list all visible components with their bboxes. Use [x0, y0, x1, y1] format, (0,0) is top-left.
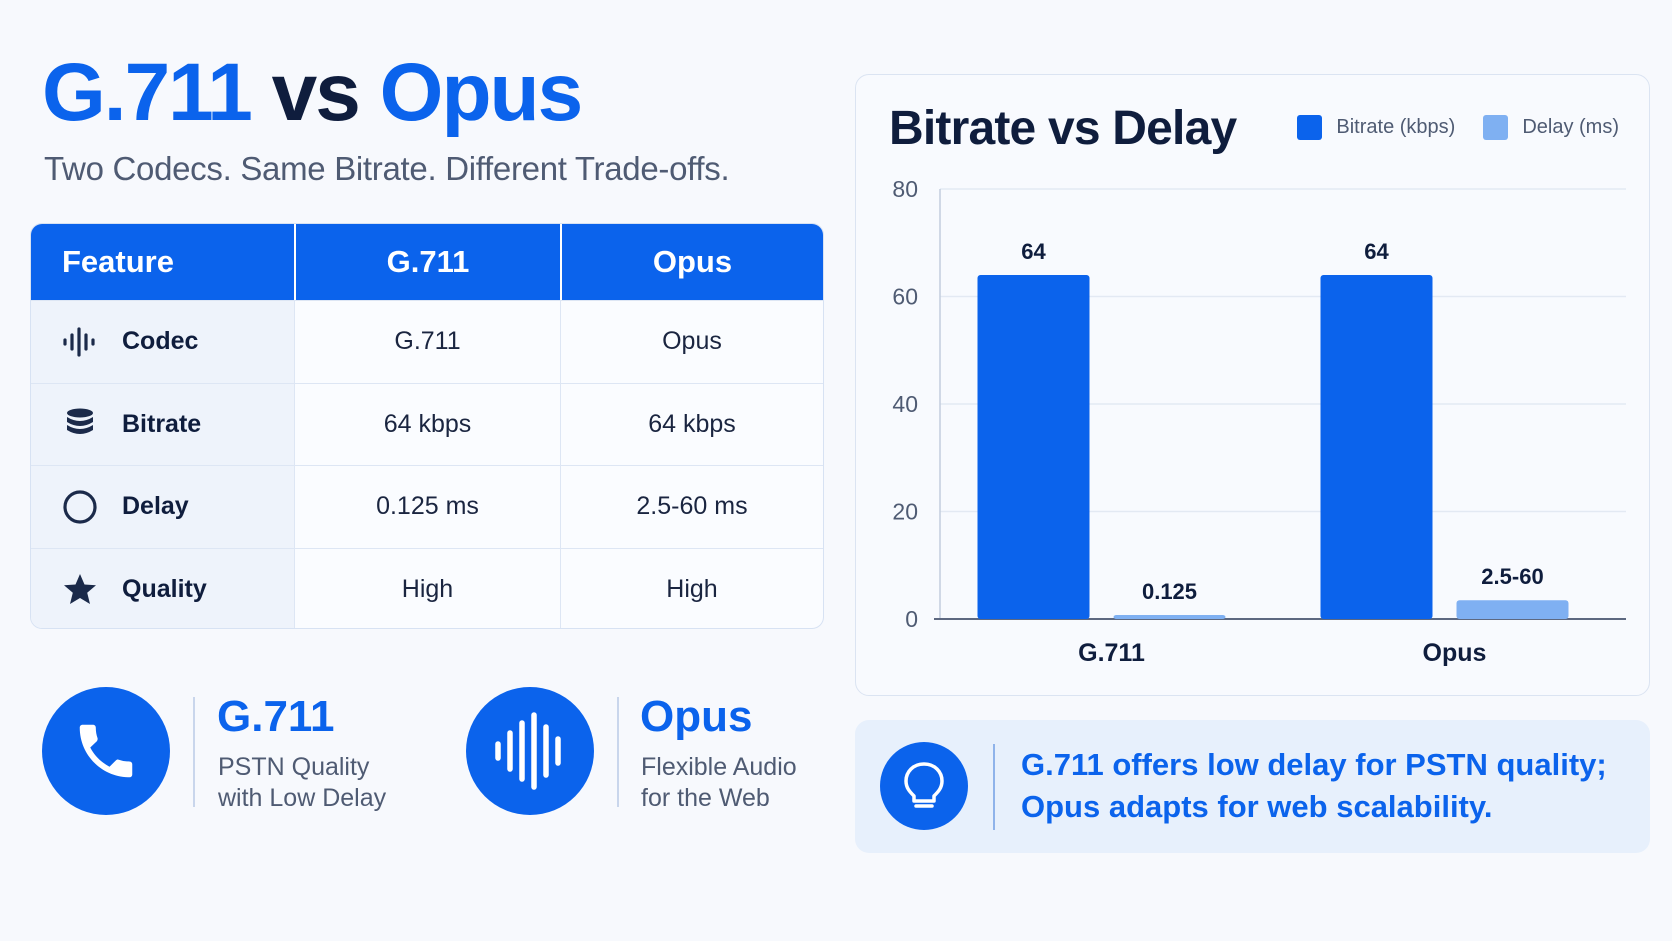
insight-divider: [993, 744, 995, 830]
header-g711: G.711: [294, 224, 560, 300]
y-tick-label: 80: [892, 176, 918, 202]
lightbulb-icon: [880, 742, 968, 830]
header-opus: Opus: [560, 224, 823, 300]
g711-value: G.711: [294, 301, 560, 383]
card-line: with Low Delay: [218, 784, 387, 812]
y-tick-label: 60: [892, 284, 918, 310]
bar: [1113, 615, 1226, 619]
g711-value: 64 kbps: [294, 383, 560, 465]
card-line: PSTN Quality: [218, 753, 370, 781]
phone-icon: [42, 687, 170, 815]
feature-cell: Delay: [31, 466, 294, 548]
opus-value: 64 kbps: [560, 383, 823, 465]
g711-value: 0.125 ms: [294, 466, 560, 548]
card-title-g711: G.711: [217, 692, 335, 741]
card-divider: [617, 697, 619, 807]
title-g711: G.711: [42, 47, 253, 138]
header-feature: Feature: [62, 244, 174, 279]
sound-wave-icon: [466, 687, 594, 815]
title-vs: vs: [271, 47, 361, 138]
chart-panel: Bitrate vs Delay Bitrate (kbps) Delay (m…: [855, 74, 1650, 696]
sound-wave-icon: [62, 324, 98, 360]
database-stack-icon: [62, 406, 98, 442]
feature-label: Delay: [122, 492, 189, 521]
circle-icon: [62, 489, 98, 525]
bar: [1320, 275, 1433, 619]
data-label: 0.125: [1142, 579, 1197, 604]
legend-swatch: [1483, 115, 1509, 140]
y-tick-label: 40: [892, 391, 918, 417]
feature-label: Quality: [122, 574, 207, 603]
feature-cell: Codec: [31, 301, 294, 383]
card-line: Flexible Audio: [641, 753, 797, 781]
feature-label: Codec: [122, 327, 199, 356]
data-label: 64: [1021, 239, 1046, 264]
data-label: 64: [1364, 239, 1389, 264]
table-header-row: Feature G.711 Opus: [31, 224, 823, 300]
card-divider: [193, 697, 195, 807]
insight-box: G.711 offers low delay for PSTN quality;…: [855, 720, 1650, 853]
legend-label: Delay (ms): [1522, 116, 1619, 138]
page-subtitle: Two Codecs. Same Bitrate. Different Trad…: [44, 150, 730, 187]
g711-value: High: [294, 548, 560, 628]
title-opus: Opus: [379, 47, 584, 138]
table-row: Delay 0.125 ms 2.5-60 ms: [31, 465, 823, 548]
x-tick-label: G.711: [1078, 639, 1145, 667]
page-title: G.711 vs Opus: [42, 52, 583, 134]
legend-item-bitrate: Bitrate (kbps): [1297, 115, 1455, 140]
bar-chart: 0 20 40 60 80 64 0.125 G.711 64 2.5-60 Opus: [892, 176, 1626, 667]
chart-title: Bitrate vs Delay: [889, 102, 1237, 155]
x-tick-label: Opus: [1423, 639, 1487, 667]
data-label: 2.5-60: [1481, 564, 1543, 589]
card-subtitle-opus: Flexible Audio for the Web: [641, 752, 797, 814]
card-title-opus: Opus: [640, 692, 753, 741]
table-row: Codec G.711 Opus: [31, 300, 823, 383]
table-row: Quality High High: [31, 547, 823, 628]
insight-line: G.711 offers low delay for PSTN quality;: [1021, 747, 1607, 782]
insight-line: Opus adapts for web scalability.: [1021, 789, 1493, 824]
feature-label: Bitrate: [122, 409, 202, 438]
insight-text: G.711 offers low delay for PSTN quality;…: [1021, 744, 1631, 828]
feature-cell: Bitrate: [31, 383, 294, 465]
y-tick-label: 20: [892, 499, 918, 525]
star-icon: [62, 571, 98, 607]
bar: [1456, 600, 1569, 619]
feature-cell: Quality: [31, 548, 294, 628]
comparison-table: Feature G.711 Opus Codec G.711 Opus: [30, 223, 824, 629]
card-line: for the Web: [641, 784, 770, 812]
bar: [977, 275, 1090, 619]
card-subtitle-g711: PSTN Quality with Low Delay: [218, 752, 386, 814]
opus-value: High: [560, 548, 823, 628]
opus-value: 2.5-60 ms: [560, 466, 823, 548]
table-row: Bitrate 64 kbps 64 kbps: [31, 382, 823, 465]
chart-legend: Bitrate (kbps) Delay (ms): [1269, 115, 1619, 140]
legend-swatch: [1297, 115, 1323, 140]
y-tick-label: 0: [905, 606, 918, 632]
legend-item-delay: Delay (ms): [1483, 115, 1619, 140]
opus-value: Opus: [560, 301, 823, 383]
legend-label: Bitrate (kbps): [1336, 116, 1456, 138]
